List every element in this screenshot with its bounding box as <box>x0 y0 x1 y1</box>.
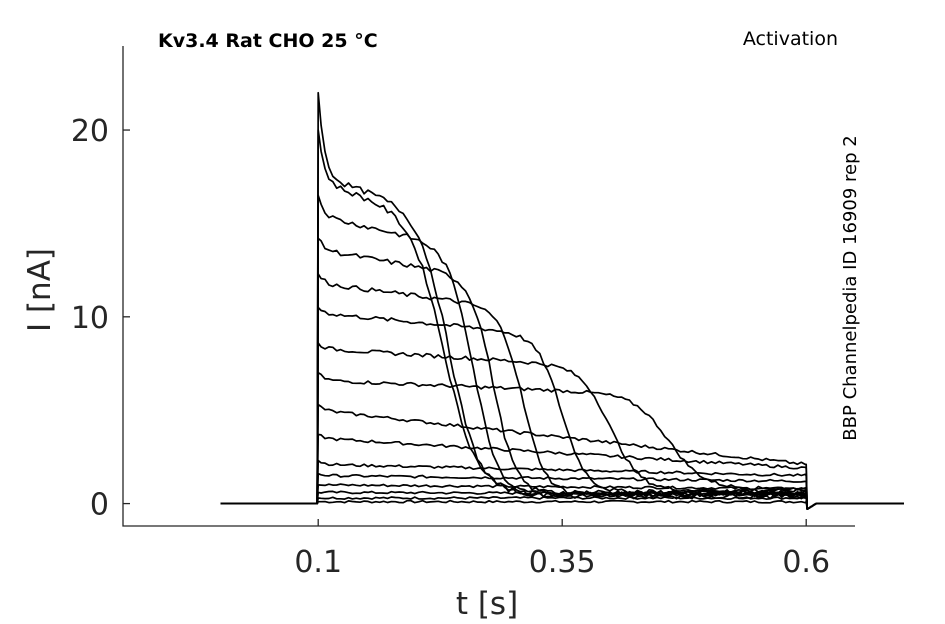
current-trace-16 <box>220 91 904 511</box>
current-trace-15 <box>220 129 904 511</box>
current-traces <box>220 91 904 511</box>
current-trace-5 <box>220 472 904 511</box>
y-tick-label: 0 <box>90 488 109 523</box>
current-trace-2 <box>220 496 904 511</box>
current-trace-1 <box>220 499 904 511</box>
x-axis-label: t [s] <box>456 586 518 622</box>
chart-title: Kv3.4 Rat CHO 25 °C <box>158 30 378 52</box>
current-trace-10 <box>220 342 904 511</box>
current-trace-6 <box>220 459 904 511</box>
source-id-label: BBP Channelpedia ID 16909 rep 2 <box>840 135 861 440</box>
y-axis-label: I [nA] <box>22 248 58 332</box>
protocol-label: Activation <box>743 28 838 50</box>
y-tick-label: 10 <box>71 301 109 336</box>
x-ticks: 0.1 0.35 0.6 <box>294 519 830 580</box>
y-ticks: 0 10 20 <box>71 114 130 523</box>
x-tick-label: 0.6 <box>782 545 830 580</box>
axes-frame <box>122 46 855 527</box>
y-tick-label: 20 <box>71 114 109 149</box>
current-trace-4 <box>220 483 904 511</box>
x-tick-label: 0.1 <box>294 545 342 580</box>
current-trace-7 <box>220 433 904 511</box>
current-trace-14 <box>220 194 904 511</box>
current-trace-9 <box>220 371 904 511</box>
current-trace-8 <box>220 403 904 511</box>
x-tick-label: 0.35 <box>529 545 596 580</box>
